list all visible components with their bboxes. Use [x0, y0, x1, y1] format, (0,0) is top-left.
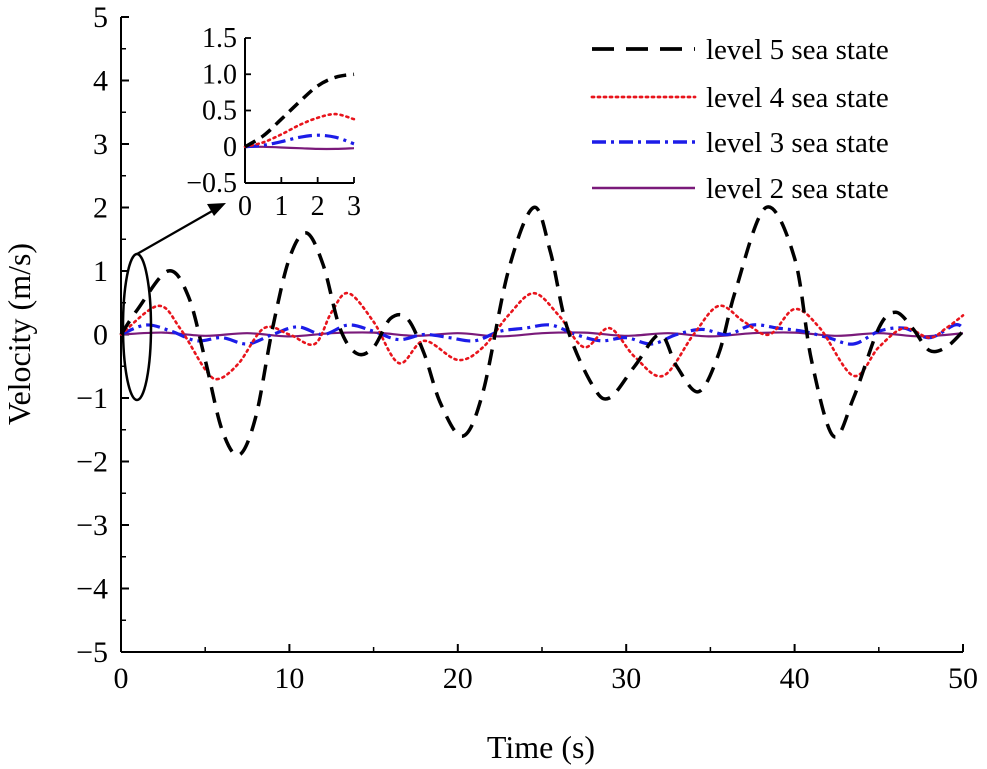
- y-tick-label: 3: [93, 128, 108, 161]
- inset-x-tick-label: 3: [347, 191, 361, 222]
- x-tick-label: 10: [274, 662, 304, 695]
- y-tick-label: −1: [76, 382, 108, 415]
- y-tick-label: −3: [76, 509, 108, 542]
- inset-series-line-level-2-sea-state: [244, 145, 355, 151]
- inset-y-tick-label: 0: [223, 132, 237, 163]
- y-tick-label: −5: [76, 636, 108, 669]
- y-tick-label: −4: [76, 573, 108, 606]
- series-line-level-3-sea-state: [120, 323, 964, 346]
- x-tick-label: 50: [948, 662, 978, 695]
- legend-label: level 4 sea state: [706, 82, 889, 114]
- zoom-annotation: [121, 203, 226, 402]
- inset-y-tick-label: 1.0: [202, 59, 237, 90]
- y-tick-label: 4: [93, 65, 108, 98]
- legend: level 5 sea state level 4 sea state level …: [590, 34, 889, 205]
- x-tick-label: 40: [780, 662, 810, 695]
- inset-y-tick-label: 0.5: [202, 96, 237, 127]
- zoom-arrow-head: [207, 203, 226, 216]
- x-tick-label: 0: [114, 662, 129, 695]
- inset-x-tick-label: 1: [274, 191, 288, 222]
- zoom-arrow-line: [136, 209, 215, 255]
- inset-series-line-level-3-sea-state: [244, 133, 355, 149]
- legend-label: level 2 sea state: [706, 173, 889, 205]
- series-line-level-2-sea-state: [120, 331, 964, 338]
- inset-y-tick-label: 1.5: [202, 23, 237, 54]
- inset-x-tick-label: 2: [311, 191, 325, 222]
- y-tick-label: −2: [76, 446, 108, 479]
- inset-series-line-level-4-sea-state: [243, 112, 356, 149]
- x-tick-label: 20: [443, 662, 473, 695]
- y-tick-label: 2: [93, 192, 108, 225]
- series-line-level-4-sea-state: [119, 291, 965, 381]
- y-axis-title: Velocity (m/s): [1, 243, 37, 425]
- inset-y-tick-label: −0.5: [186, 168, 237, 199]
- y-tick-label: 0: [93, 319, 108, 352]
- inset-series-line-level-5-sea-state: [244, 72, 355, 149]
- legend-label: level 5 sea state: [706, 34, 889, 66]
- x-axis-title: Time (s): [487, 729, 595, 765]
- series-line-level-5-sea-state: [119, 205, 965, 458]
- y-tick-label: 5: [93, 1, 108, 34]
- inset-x-tick-label: 0: [238, 191, 252, 222]
- inset-plot-area: 0 1 2 31.51.00.50−0.5: [186, 23, 361, 222]
- x-tick-label: 30: [611, 662, 641, 695]
- legend-label: level 3 sea state: [706, 127, 889, 159]
- y-tick-label: 1: [93, 255, 108, 288]
